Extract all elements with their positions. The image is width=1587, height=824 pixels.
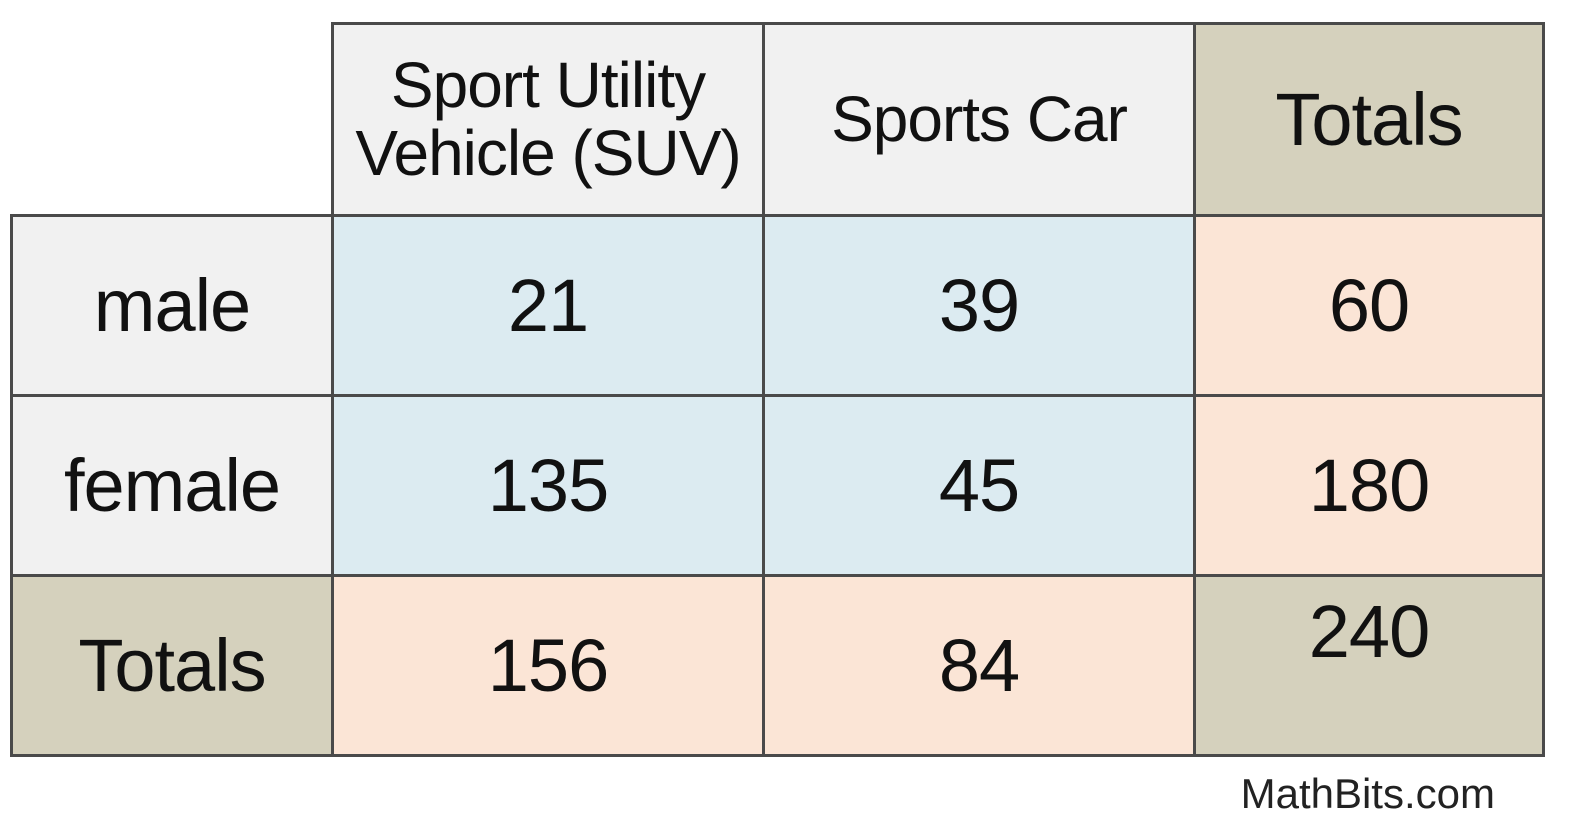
cell-male-total: 60: [1193, 214, 1545, 397]
cell-female-sports-car-value: 45: [938, 443, 1020, 527]
cell-female-suv-value: 135: [487, 443, 609, 527]
cell-male-total-value: 60: [1328, 263, 1410, 347]
row-label-totals: Totals: [10, 574, 334, 757]
cell-total-suv: 156: [331, 574, 765, 757]
cell-female-sports-car: 45: [762, 394, 1196, 577]
column-header-suv-line-2: Vehicle (SUV): [355, 116, 741, 189]
cell-grand-total-value: 240: [1308, 589, 1430, 673]
column-header-sports-car-label: Sports Car: [831, 82, 1128, 155]
cell-female-total: 180: [1193, 394, 1545, 577]
cell-male-sports-car-value: 39: [938, 263, 1020, 347]
row-label-female-text: female: [63, 443, 281, 527]
column-header-suv: Sport Utility Vehicle (SUV): [331, 22, 765, 217]
cell-female-total-value: 180: [1308, 443, 1430, 527]
source-watermark: MathBits.com: [1240, 770, 1495, 817]
row-label-male: male: [10, 214, 334, 397]
cell-total-sports-car-value: 84: [938, 623, 1020, 707]
column-header-totals: Totals: [1193, 22, 1545, 217]
row-label-male-text: male: [93, 263, 251, 347]
column-header-totals-label: Totals: [1275, 77, 1463, 161]
column-header-sports-car: Sports Car: [762, 22, 1196, 217]
cell-female-suv: 135: [331, 394, 765, 577]
cell-total-suv-value: 156: [487, 623, 609, 707]
cell-male-sports-car: 39: [762, 214, 1196, 397]
cell-male-suv: 21: [331, 214, 765, 397]
cell-male-suv-value: 21: [507, 263, 589, 347]
cell-total-sports-car: 84: [762, 574, 1196, 757]
column-header-suv-line-1: Sport Utility: [390, 49, 706, 122]
cell-grand-total: 240: [1193, 574, 1545, 757]
row-label-totals-text: Totals: [78, 623, 266, 707]
row-label-female: female: [10, 394, 334, 577]
